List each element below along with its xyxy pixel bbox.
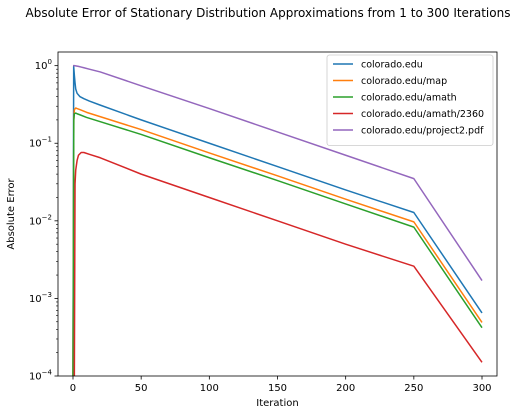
x-axis-label: Iteration [256,398,298,409]
legend-label-3: colorado.edu/amath [361,93,457,104]
series-line-4 [73,151,483,376]
series-line-2 [72,107,483,376]
series-line-1 [72,65,483,376]
legend-label-2: colorado.edu/map [361,76,447,87]
plot-lines [72,64,483,376]
x-tick-label: 100 [200,383,219,394]
y-tick-label: 10−4 [29,369,53,383]
legend-label-1: colorado.edu [361,60,423,71]
x-tick-label: 0 [70,383,76,394]
y-axis: 10−4 10−3 10−2 10−1 100 [29,58,58,383]
legend: colorado.edu colorado.edu/map colorado.edu… [326,54,494,146]
y-tick-label: 10−1 [29,136,52,150]
x-tick-label: 250 [404,383,423,394]
chart-title: Absolute Error of Stationary Distributio… [26,6,511,20]
y-tick-label: 10−3 [29,291,52,305]
legend-label-4: colorado.edu/amath/2360 [361,109,484,120]
legend-box [326,54,494,146]
x-tick-label: 50 [135,383,148,394]
series-line-3 [72,112,483,376]
x-tick-label: 150 [268,383,287,394]
x-tick-label: 300 [472,383,491,394]
legend-label-5: colorado.edu/project2.pdf [361,126,484,137]
y-tick-label: 10−2 [29,213,52,227]
series-line-5 [73,64,483,281]
y-axis-label: Absolute Error [6,177,17,249]
x-axis: 0 50 100 150 200 250 300 [70,376,492,394]
y-tick-label: 100 [35,58,52,72]
x-tick-label: 200 [336,383,355,394]
